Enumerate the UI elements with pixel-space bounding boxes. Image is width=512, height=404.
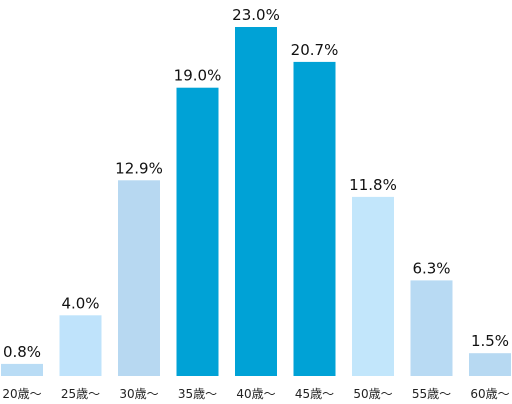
bar-0 xyxy=(1,363,43,376)
value-label-2: 12.9% xyxy=(115,159,163,177)
value-label-8: 1.5% xyxy=(471,332,509,350)
bar-8 xyxy=(469,353,511,376)
bar-6 xyxy=(352,196,394,376)
value-label-5: 20.7% xyxy=(291,41,339,59)
category-label-1: 25歳〜 xyxy=(61,387,100,401)
category-labels-group: 20歳〜 25歳〜 30歳〜 35歳〜 40歳〜 45歳〜 50歳〜 55歳〜 60歳〜 xyxy=(2,387,509,401)
bar-1 xyxy=(59,315,102,376)
bar-4 xyxy=(235,27,277,376)
bars-group xyxy=(1,27,511,377)
value-labels-group: 0.8% 4.0% 12.9% 19.0% 23.0% 20.7% 11.8% 6.3% 1.5… xyxy=(3,6,509,361)
bar-7 xyxy=(410,280,453,376)
category-label-6: 50歳〜 xyxy=(353,387,392,401)
value-label-0: 0.8% xyxy=(3,343,41,361)
category-label-0: 20歳〜 xyxy=(2,387,41,401)
category-label-7: 55歳〜 xyxy=(412,387,451,401)
bar-3 xyxy=(176,87,219,376)
bar-2 xyxy=(118,180,160,376)
category-label-3: 35歳〜 xyxy=(178,387,217,401)
value-label-1: 4.0% xyxy=(61,294,99,312)
category-label-2: 30歳〜 xyxy=(119,387,158,401)
category-label-8: 60歳〜 xyxy=(470,387,509,401)
category-label-5: 45歳〜 xyxy=(295,387,334,401)
value-label-3: 19.0% xyxy=(174,67,222,85)
value-label-4: 23.0% xyxy=(232,6,280,24)
value-label-6: 11.8% xyxy=(349,176,397,194)
category-label-4: 40歳〜 xyxy=(236,387,275,401)
value-label-7: 6.3% xyxy=(412,259,450,277)
bar-5 xyxy=(293,61,336,377)
